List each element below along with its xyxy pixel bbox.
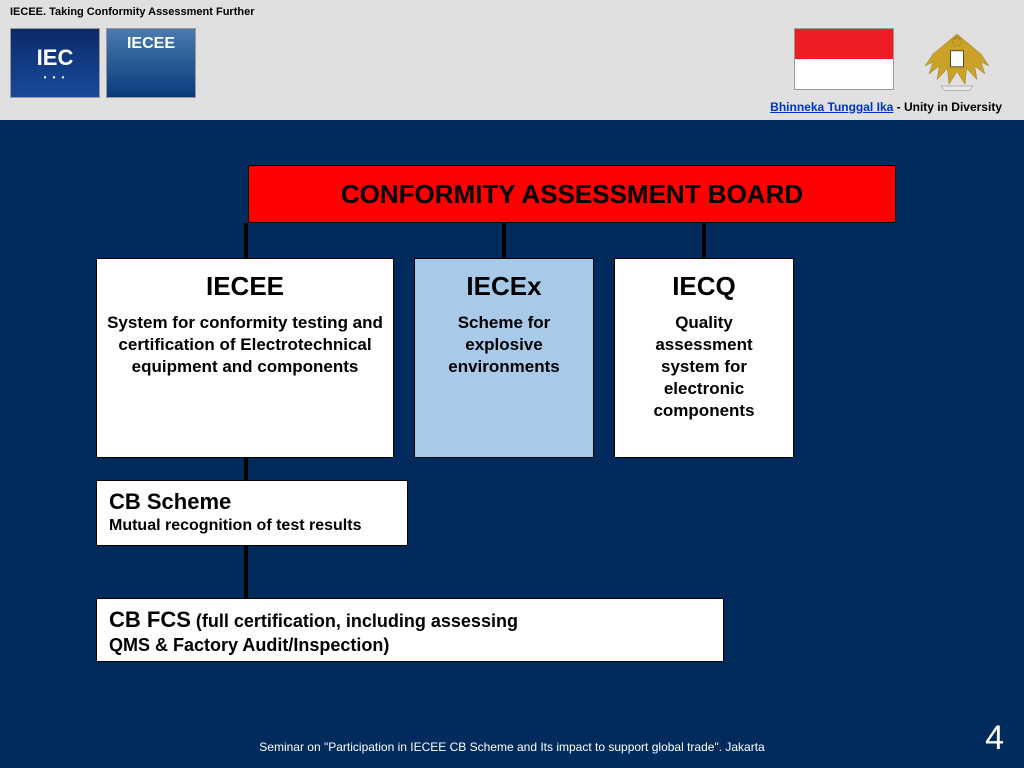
cab-title: CONFORMITY ASSESSMENT BOARD	[341, 179, 803, 210]
connector	[502, 223, 506, 258]
iecee-logo: IECEE	[106, 28, 196, 98]
iec-logo-dots: • • •	[44, 73, 67, 82]
cbscheme-desc: Mutual recognition of test results	[109, 517, 395, 535]
cbfcs-paren: (full certification, including assessing	[191, 611, 518, 631]
connector	[244, 223, 248, 258]
iecee-logo-text: IECEE	[127, 35, 175, 53]
iecex-box: IECEx Scheme for explosive environments	[414, 258, 594, 458]
motto-link[interactable]: Bhinneka Tunggal Ika	[770, 100, 893, 114]
org-diagram: CONFORMITY ASSESSMENT BOARD IECEE System…	[0, 120, 1024, 768]
page-number: 4	[985, 719, 1004, 758]
motto-rest: - Unity in Diversity	[893, 100, 1002, 114]
flag-white-stripe	[795, 59, 893, 89]
cbfcs-line2: QMS & Factory Audit/Inspection)	[109, 635, 711, 656]
iecq-box: IECQ Quality assessment system for elect…	[614, 258, 794, 458]
cbfcs-title: CB FCS	[109, 607, 191, 632]
slide-header: IECEE. Taking Conformity Assessment Furt…	[0, 0, 1024, 120]
cbfcs-line1: CB FCS (full certification, including as…	[109, 607, 711, 633]
garuda-emblem	[912, 22, 1002, 102]
cbscheme-title: CB Scheme	[109, 489, 395, 515]
logo-row: IEC • • • IECEE	[10, 28, 196, 98]
cbscheme-box: CB Scheme Mutual recognition of test res…	[96, 480, 408, 546]
cab-box: CONFORMITY ASSESSMENT BOARD	[248, 165, 896, 223]
motto-text: Bhinneka Tunggal Ika - Unity in Diversit…	[770, 100, 1002, 114]
iec-logo-text: IEC	[37, 45, 74, 71]
cbfcs-box: CB FCS (full certification, including as…	[96, 598, 724, 662]
connector	[244, 546, 248, 598]
iecex-desc: Scheme for explosive environments	[425, 312, 583, 378]
connector	[702, 223, 706, 258]
connector	[244, 458, 248, 480]
indonesia-flag	[794, 28, 894, 90]
iecee-title: IECEE	[107, 271, 383, 302]
footer-text: Seminar on "Participation in IECEE CB Sc…	[0, 740, 1024, 754]
iecex-title: IECEx	[425, 271, 583, 302]
flag-red-stripe	[795, 29, 893, 59]
iec-logo: IEC • • •	[10, 28, 100, 98]
iecq-title: IECQ	[625, 271, 783, 302]
iecee-box: IECEE System for conformity testing and …	[96, 258, 394, 458]
iecq-desc: Quality assessment system for electronic…	[625, 312, 783, 422]
iecee-desc: System for conformity testing and certif…	[107, 312, 383, 378]
garuda-icon	[917, 22, 997, 102]
header-tagline: IECEE. Taking Conformity Assessment Furt…	[10, 6, 255, 18]
